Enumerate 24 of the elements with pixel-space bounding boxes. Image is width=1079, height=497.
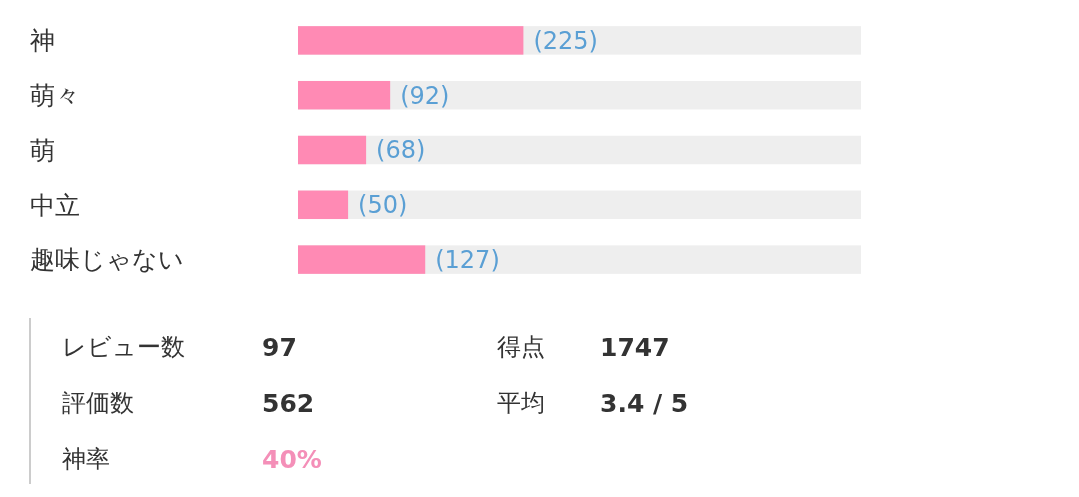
text: 得点 xyxy=(497,333,545,362)
data-label: (225) xyxy=(533,26,598,55)
text: 平均 xyxy=(497,389,545,418)
y-tick-label: 神 xyxy=(30,26,55,56)
data-label: (92) xyxy=(400,81,450,110)
text: 97 xyxy=(262,332,297,362)
bar xyxy=(298,190,349,220)
y-tick-label: 趣味じゃない xyxy=(30,245,184,275)
text: 562 xyxy=(262,388,315,418)
text: 評価数 xyxy=(62,389,134,418)
data-label: (127) xyxy=(435,246,500,274)
bar xyxy=(298,135,367,165)
bar xyxy=(298,80,391,110)
text: 40% xyxy=(262,444,322,474)
text: 神率 xyxy=(62,445,110,474)
data-label: (50) xyxy=(358,191,408,220)
data-label: (68) xyxy=(376,136,426,165)
y-tick-label: 萌々 xyxy=(30,80,80,110)
y-tick-label: 中立 xyxy=(30,190,80,220)
text: 1747 xyxy=(600,332,670,362)
text: 3.4 / 5 xyxy=(600,388,689,418)
y-tick-label: 萌 xyxy=(30,135,55,165)
bar xyxy=(298,245,426,274)
text: レビュー数 xyxy=(62,333,185,362)
